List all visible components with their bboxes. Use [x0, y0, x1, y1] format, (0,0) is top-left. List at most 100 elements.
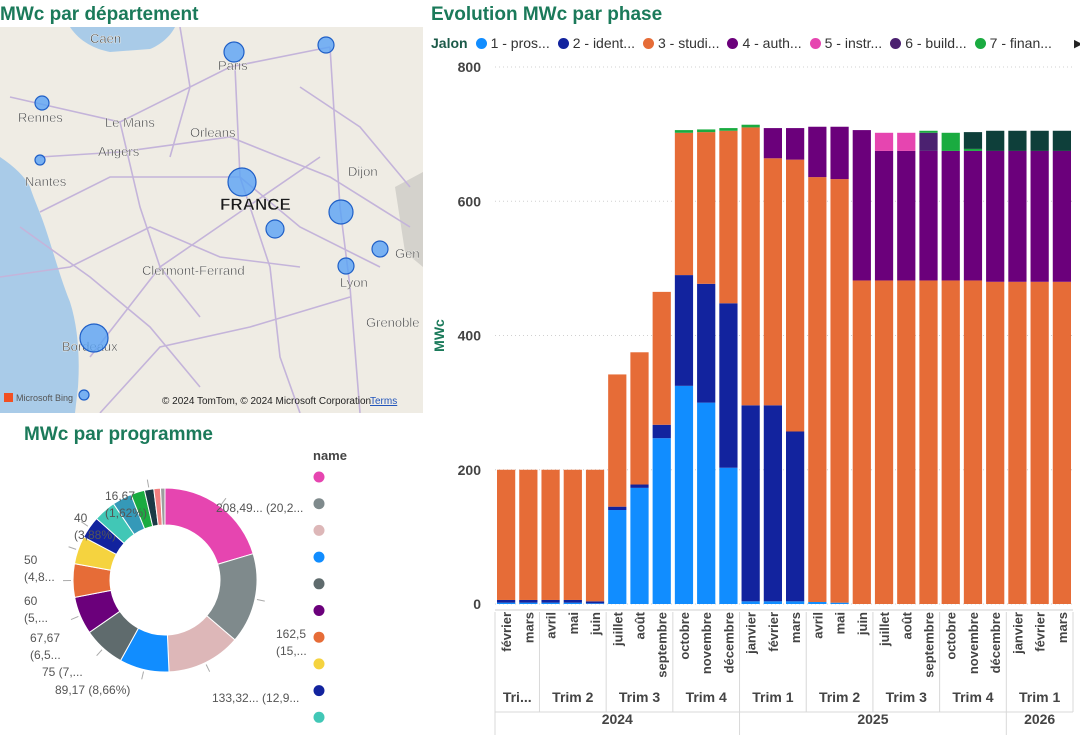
bar-segment[interactable] [630, 352, 649, 485]
bar-segment[interactable] [1008, 281, 1027, 604]
bar-segment[interactable] [674, 385, 694, 604]
legend-item[interactable]: 7 - finan... [974, 35, 1052, 51]
legend-item[interactable]: 4 - auth... [727, 35, 802, 51]
donut-legend-dot-icon[interactable] [313, 578, 325, 590]
donut-legend-dot-icon[interactable] [313, 524, 325, 536]
bar-segment[interactable] [986, 281, 1005, 604]
bar-segment[interactable] [652, 438, 671, 604]
bar-segment[interactable] [630, 487, 649, 604]
bar-segment[interactable] [1030, 281, 1049, 604]
bar-segment[interactable] [786, 159, 805, 432]
bar-segment[interactable] [897, 132, 916, 151]
bar-segment[interactable] [719, 467, 738, 604]
bar-segment[interactable] [808, 177, 827, 602]
bar-segment[interactable] [963, 280, 983, 604]
bar-segment[interactable] [719, 303, 738, 468]
bar-segment[interactable] [830, 602, 849, 604]
bar-segment[interactable] [1008, 130, 1027, 151]
bar-segment[interactable] [674, 132, 694, 276]
bar-segment[interactable] [608, 506, 627, 511]
map-bubble[interactable] [337, 257, 355, 275]
bar-segment[interactable] [497, 469, 516, 600]
bar-segment[interactable] [719, 128, 738, 131]
bar-segment[interactable] [941, 280, 960, 604]
map-bubble[interactable] [371, 240, 389, 258]
bar-segment[interactable] [741, 405, 760, 602]
bar-segment[interactable] [897, 150, 916, 281]
map-terms-link[interactable]: Terms [370, 396, 397, 407]
bar-segment[interactable] [1030, 150, 1049, 282]
bar-segment[interactable] [563, 599, 582, 603]
bar-segment[interactable] [541, 599, 560, 603]
bar-segment[interactable] [519, 599, 538, 603]
map-bubble[interactable] [227, 167, 257, 197]
bar-segment[interactable] [874, 150, 894, 281]
bar-segment[interactable] [741, 601, 760, 604]
donut-slice[interactable] [159, 487, 166, 526]
bar-segment[interactable] [585, 469, 605, 602]
bar-segment[interactable] [1008, 150, 1027, 282]
map-bubble[interactable] [34, 95, 50, 111]
bar-segment[interactable] [986, 130, 1005, 151]
bar-segment[interactable] [830, 126, 849, 180]
bar-segment[interactable] [874, 280, 894, 604]
legend-item[interactable]: 3 - studi... [642, 35, 719, 51]
bar-segment[interactable] [1052, 150, 1071, 282]
bar-segment[interactable] [519, 469, 538, 600]
bar-segment[interactable] [563, 469, 582, 600]
bar-segment[interactable] [741, 124, 760, 128]
bar-segment[interactable] [963, 148, 983, 151]
bar-segment[interactable] [786, 431, 805, 602]
map-bubble[interactable] [317, 36, 335, 54]
bar-segment[interactable] [1052, 281, 1071, 604]
bar-segment[interactable] [919, 280, 938, 604]
map-visual[interactable]: Caen Paris Rennes Le Mans Orleans Angers Nante… [0, 27, 423, 413]
bar-segment[interactable] [919, 150, 938, 281]
bar-segment[interactable] [608, 510, 627, 604]
bar-segment[interactable] [763, 405, 782, 602]
map-bubble[interactable] [34, 154, 46, 166]
bar-segment[interactable] [763, 158, 782, 406]
bar-segment[interactable] [585, 601, 605, 604]
bar-segment[interactable] [652, 291, 671, 425]
map-bubble[interactable] [223, 41, 245, 63]
bar-segment[interactable] [808, 126, 827, 178]
donut-legend-dot-icon[interactable] [313, 498, 325, 510]
legend-item[interactable]: 5 - instr... [809, 35, 882, 51]
bar-segment[interactable] [763, 128, 782, 159]
bar-segment[interactable] [697, 283, 716, 403]
bar-segment[interactable] [697, 129, 716, 133]
donut-legend-dot-icon[interactable] [313, 631, 325, 643]
bar-segment[interactable] [763, 601, 782, 604]
bar-segment[interactable] [830, 179, 849, 603]
bar-segment[interactable] [986, 150, 1005, 282]
donut-legend-dot-icon[interactable] [313, 711, 325, 723]
bar-segment[interactable] [563, 602, 582, 604]
bar-segment[interactable] [697, 132, 716, 284]
bar-segment[interactable] [630, 484, 649, 488]
bar-segment[interactable] [919, 132, 938, 151]
bar-segment[interactable] [919, 130, 938, 133]
donut-legend-dot-icon[interactable] [313, 551, 325, 563]
bar-segment[interactable] [585, 603, 605, 604]
donut-slice[interactable] [164, 487, 254, 565]
bar-segment[interactable] [541, 469, 560, 600]
bar-segment[interactable] [1052, 130, 1071, 151]
bar-segment[interactable] [1030, 130, 1049, 151]
legend-item[interactable]: 2 - ident... [557, 35, 635, 51]
bar-segment[interactable] [541, 602, 560, 604]
map-bubble[interactable] [79, 323, 109, 353]
donut-legend-dot-icon[interactable] [313, 471, 325, 483]
legend-next-arrow-icon[interactable]: ▶ [1073, 37, 1080, 50]
map-bubble[interactable] [78, 389, 90, 401]
bar-segment[interactable] [497, 599, 516, 603]
bar-segment[interactable] [786, 128, 805, 160]
bar-segment[interactable] [808, 601, 827, 604]
bar-segment[interactable] [741, 127, 760, 406]
legend-item[interactable]: 6 - build... [890, 35, 967, 51]
bar-segment[interactable] [519, 602, 538, 604]
bar-segment[interactable] [963, 132, 983, 149]
bar-segment[interactable] [941, 150, 960, 281]
map-bubble[interactable] [265, 219, 285, 239]
donut-legend-dot-icon[interactable] [313, 605, 325, 616]
